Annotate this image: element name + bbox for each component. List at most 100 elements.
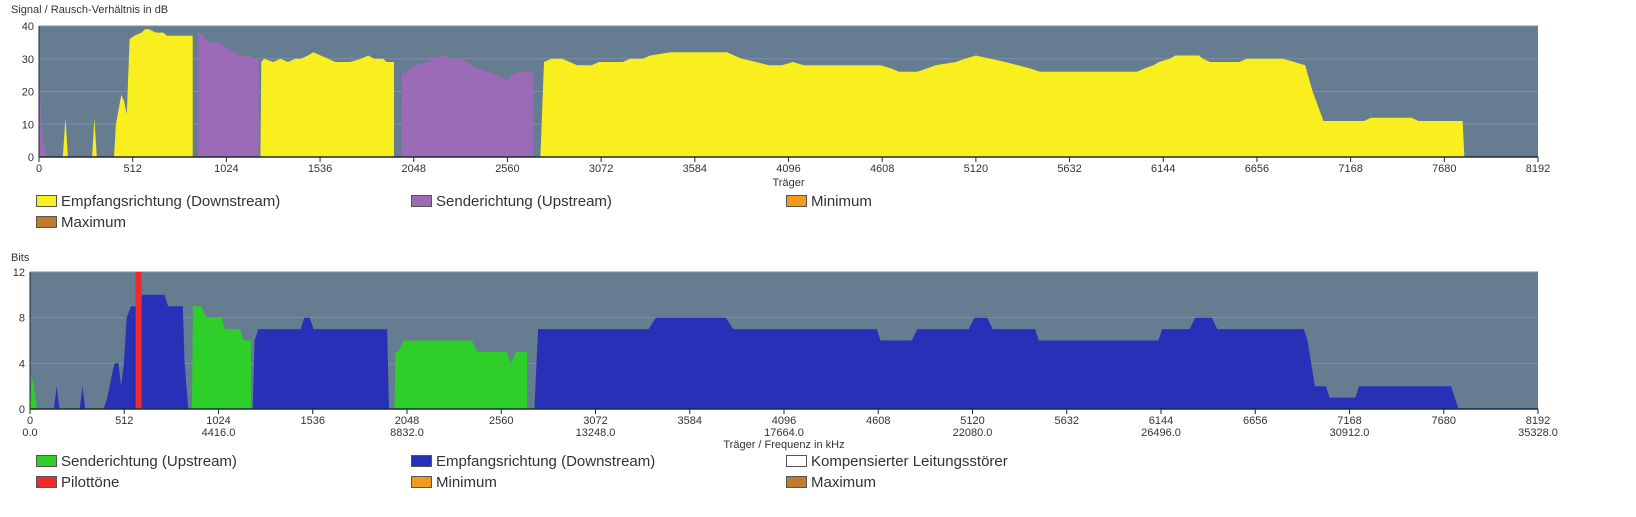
legend-item[interactable]: Senderichtung (Upstream)	[411, 191, 612, 211]
x-tick-label-frequency: 30912.0	[1330, 427, 1370, 439]
legend-item[interactable]: Maximum	[786, 472, 876, 492]
snr-legend: Empfangsrichtung (Downstream) Senderichtu…	[36, 191, 1616, 236]
x-tick-label: 3072	[589, 163, 613, 175]
x-tick-label-frequency: 17664.0	[764, 427, 804, 439]
legend-label: Senderichtung (Upstream)	[436, 192, 612, 210]
series-area	[252, 317, 389, 409]
legend-label: Pilottöne	[61, 473, 120, 491]
bits-plot: 0 4 8 12 0 512 1024 1536 2048 2560 3072 3584 4096 460…	[13, 267, 1558, 451]
snr-chart: Signal / Rausch-Verhältnis in dB 0 10 20 30…	[0, 0, 1636, 250]
legend-item[interactable]: Empfangsrichtung (Downstream)	[411, 451, 655, 471]
series-area	[534, 317, 1459, 409]
x-tick-label: 2048	[402, 163, 426, 175]
x-tick-label-frequency: 35328.0	[1518, 427, 1558, 439]
x-tick-label: 1536	[308, 163, 332, 175]
snr-plot: 0 10 20 30 40 0 512 1024 1536 2048 2560 3072 3584 409…	[22, 21, 1550, 189]
legend-swatch	[36, 455, 57, 467]
x-tick-label: 7168	[1338, 163, 1362, 175]
x-tick-label-frequency: 8832.0	[390, 427, 424, 439]
x-tick-label-frequency: 4416.0	[202, 427, 236, 439]
x-tick-label: 0	[27, 415, 33, 427]
x-tick-label: 1024	[214, 163, 238, 175]
legend-item[interactable]: Minimum	[411, 472, 497, 492]
legend-swatch	[36, 476, 57, 488]
x-tick-label: 4096	[776, 163, 800, 175]
x-tick-label-frequency: 0.0	[22, 427, 37, 439]
x-tick-label: 5120	[964, 163, 988, 175]
x-tick-label: 6656	[1245, 163, 1269, 175]
y-tick-label: 30	[22, 54, 34, 66]
x-tick-label: 7680	[1432, 415, 1456, 427]
series-area	[103, 294, 189, 409]
x-tick-label: 8192	[1526, 163, 1550, 175]
legend-swatch	[786, 476, 807, 488]
legend-item[interactable]: Senderichtung (Upstream)	[36, 451, 237, 471]
x-tick-label-frequency: 26496.0	[1141, 427, 1181, 439]
legend-label: Minimum	[811, 192, 872, 210]
legend-label: Kompensierter Leitungsstörer	[811, 452, 1008, 470]
x-tick-label: 4096	[772, 415, 796, 427]
pilot-tone-marker	[135, 272, 142, 409]
x-tick-label: 512	[115, 415, 133, 427]
y-tick-label: 10	[22, 119, 34, 131]
legend-swatch	[411, 195, 432, 207]
x-tick-label: 512	[124, 163, 142, 175]
legend-item[interactable]: Empfangsrichtung (Downstream)	[36, 191, 280, 211]
legend-swatch	[36, 216, 57, 228]
x-tick-label: 5632	[1055, 415, 1079, 427]
series-area	[39, 84, 48, 157]
legend-swatch	[411, 455, 432, 467]
y-tick-label: 40	[22, 21, 34, 33]
series-area	[394, 340, 527, 409]
series-area	[62, 117, 68, 157]
series-area	[114, 29, 193, 157]
x-tick-label: 4608	[866, 415, 890, 427]
x-tick-label: 8192	[1526, 415, 1550, 427]
series-area	[192, 306, 251, 409]
x-tick-label: 0	[36, 163, 42, 175]
x-tick-label: 3584	[678, 415, 702, 427]
snr-y-axis-title: Signal / Rausch-Verhältnis in dB	[11, 4, 169, 16]
series-area	[30, 374, 37, 409]
x-tick-label: 1536	[301, 415, 325, 427]
series-area	[260, 52, 394, 158]
legend-label: Empfangsrichtung (Downstream)	[436, 452, 656, 470]
y-tick-label: 4	[19, 358, 25, 370]
x-tick-label: 7168	[1337, 415, 1361, 427]
series-area	[401, 55, 534, 157]
x-tick-label: 1024	[206, 415, 230, 427]
legend-label: Empfangsrichtung (Downstream)	[61, 192, 281, 210]
legend-label: Minimum	[436, 473, 497, 491]
x-tick-label: 3072	[583, 415, 607, 427]
x-tick-label: 3584	[683, 163, 707, 175]
legend-label: Maximum	[811, 473, 877, 491]
x-tick-label: 7680	[1432, 163, 1456, 175]
series-area	[540, 52, 1465, 158]
legend-item[interactable]: Maximum	[36, 212, 126, 232]
x-tick-label: 6656	[1243, 415, 1267, 427]
series-area	[79, 386, 86, 409]
legend-label: Maximum	[61, 213, 127, 231]
x-tick-label: 2048	[395, 415, 419, 427]
bits-legend: Senderichtung (Upstream) Empfangsrichtung…	[36, 451, 1616, 496]
x-tick-label: 5120	[960, 415, 984, 427]
legend-item[interactable]: Pilottöne	[36, 472, 119, 492]
legend-item[interactable]: Kompensierter Leitungsstörer	[786, 451, 1008, 471]
x-tick-label: 6144	[1149, 415, 1173, 427]
series-area	[53, 386, 60, 409]
legend-swatch	[36, 195, 57, 207]
x-tick-label-frequency: 13248.0	[576, 427, 616, 439]
x-tick-label: 6144	[1151, 163, 1175, 175]
x-tick-label: 2560	[495, 163, 519, 175]
y-tick-label: 0	[19, 404, 25, 416]
x-tick-label: 2560	[489, 415, 513, 427]
x-tick-label-frequency: 22080.0	[953, 427, 993, 439]
legend-item[interactable]: Minimum	[786, 191, 872, 211]
legend-label: Senderichtung (Upstream)	[61, 452, 237, 470]
x-tick-label: 5632	[1057, 163, 1081, 175]
y-tick-label: 20	[22, 87, 34, 99]
series-area	[198, 32, 259, 157]
legend-swatch	[786, 455, 807, 467]
y-tick-label: 12	[13, 267, 25, 279]
x-axis-title: Träger	[773, 177, 805, 189]
